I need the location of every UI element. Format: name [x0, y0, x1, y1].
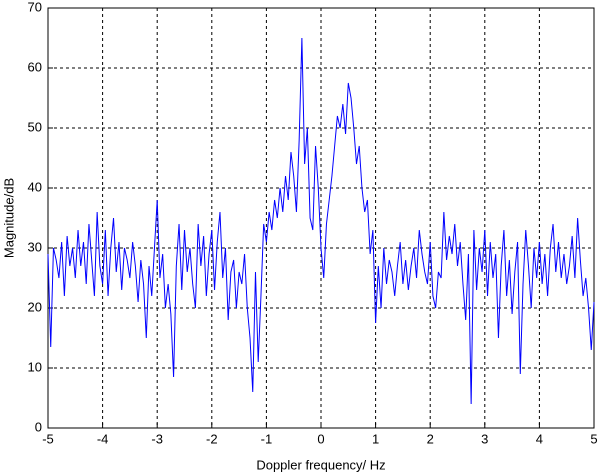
y-tick-label: 60: [28, 59, 42, 74]
y-tick-label: 30: [28, 239, 42, 254]
y-tick-label: 40: [28, 179, 42, 194]
x-tick-label: 1: [372, 431, 379, 446]
y-tick-label: 10: [28, 359, 42, 374]
x-tick-label: -3: [151, 431, 163, 446]
x-axis-label: Doppler frequency/ Hz: [256, 457, 385, 472]
x-tick-label: -4: [97, 431, 109, 446]
data-line: [47, 37, 595, 405]
y-tick-label: 50: [28, 119, 42, 134]
y-tick-label: 0: [35, 419, 42, 434]
x-tick-label: -5: [42, 431, 54, 446]
y-axis-label: Magnitude/dB: [1, 178, 16, 258]
y-tick-label: 20: [28, 299, 42, 314]
x-tick-label: 5: [590, 431, 597, 446]
x-tick-label: 2: [427, 431, 434, 446]
plot-frame: [47, 7, 595, 429]
x-tick-label: -2: [206, 431, 218, 446]
x-tick-label: 4: [536, 431, 543, 446]
x-tick-label: 0: [317, 431, 324, 446]
y-tick-label: 70: [28, 0, 42, 14]
x-tick-label: -1: [261, 431, 273, 446]
x-tick-label: 3: [481, 431, 488, 446]
